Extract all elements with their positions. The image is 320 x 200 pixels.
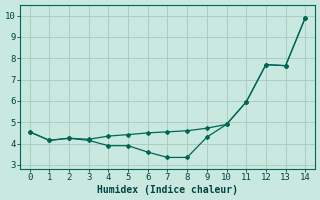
X-axis label: Humidex (Indice chaleur): Humidex (Indice chaleur) — [97, 185, 238, 195]
